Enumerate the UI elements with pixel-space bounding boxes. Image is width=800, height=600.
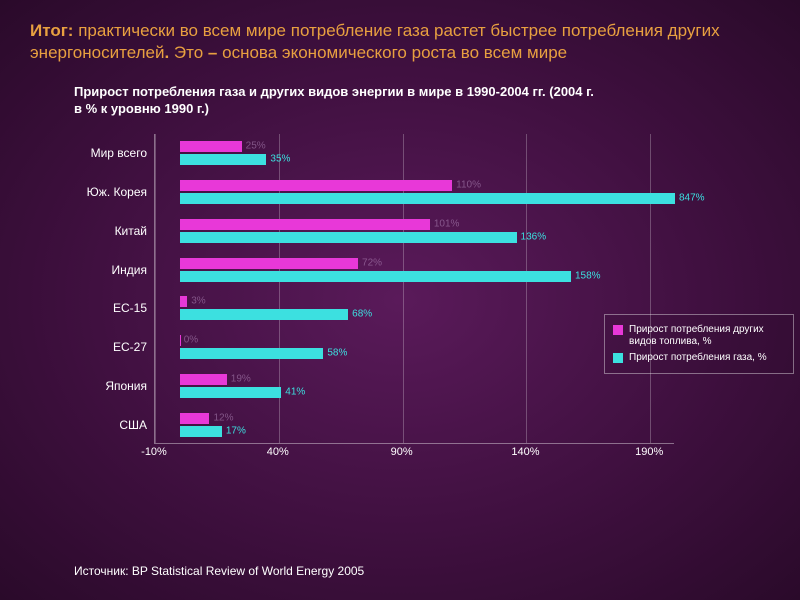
bar bbox=[180, 413, 210, 424]
legend-swatch bbox=[613, 353, 623, 363]
bar-value-label: 101% bbox=[434, 218, 460, 229]
y-axis-label: США bbox=[75, 418, 147, 432]
bar-value-label: 12% bbox=[213, 412, 233, 423]
bar bbox=[180, 154, 267, 165]
legend-swatch bbox=[613, 325, 623, 335]
category-group: Юж. Корея110%847% bbox=[155, 174, 675, 210]
y-axis-label: Китай bbox=[75, 224, 147, 238]
category-group: Китай101%136% bbox=[155, 213, 675, 249]
bar bbox=[180, 141, 242, 152]
bar-value-label: 158% bbox=[575, 270, 601, 281]
x-axis-tick: 40% bbox=[267, 446, 289, 458]
legend-label: Прирост потребления других видов топлива… bbox=[629, 324, 785, 349]
bar-value-label: 847% bbox=[679, 193, 705, 204]
x-axis-tick: 90% bbox=[391, 446, 413, 458]
bar bbox=[180, 309, 348, 320]
x-axis-tick: 190% bbox=[635, 446, 663, 458]
plot-area: Мир всего25%35%Юж. Корея110%847%Китай101… bbox=[154, 134, 674, 444]
chart-subtitle: Прирост потребления газа и других видов … bbox=[74, 84, 594, 118]
legend-item: Прирост потребления других видов топлива… bbox=[613, 324, 785, 349]
category-group: ЕС-270%58% bbox=[155, 329, 675, 365]
bar bbox=[180, 219, 430, 230]
bar bbox=[180, 193, 675, 204]
bar-value-label: 17% bbox=[226, 425, 246, 436]
category-group: Индия72%158% bbox=[155, 252, 675, 288]
bar-value-label: 35% bbox=[270, 154, 290, 165]
bar bbox=[180, 271, 571, 282]
bar bbox=[180, 335, 181, 346]
y-axis-label: Япония bbox=[75, 379, 147, 393]
y-axis-label: Юж. Корея bbox=[75, 185, 147, 199]
bar-value-label: 0% bbox=[184, 335, 198, 346]
bar bbox=[180, 374, 227, 385]
bar-value-label: 136% bbox=[521, 231, 547, 242]
y-axis-label: Индия bbox=[75, 263, 147, 277]
slide-title: Итог: практически во всем мире потреблен… bbox=[30, 20, 770, 64]
bar bbox=[180, 426, 222, 437]
x-axis-tick: -10% bbox=[141, 446, 167, 458]
title-prefix: Итог bbox=[30, 21, 68, 40]
y-axis-label: ЕС-27 bbox=[75, 340, 147, 354]
bar bbox=[180, 232, 517, 243]
bar-value-label: 58% bbox=[327, 348, 347, 359]
bar-value-label: 68% bbox=[352, 309, 372, 320]
legend-item: Прирост потребления газа, % bbox=[613, 352, 785, 365]
legend-label: Прирост потребления газа, % bbox=[629, 352, 767, 365]
bar-value-label: 19% bbox=[231, 373, 251, 384]
source-citation: Источник: BP Statistical Review of World… bbox=[74, 564, 364, 578]
category-group: Мир всего25%35% bbox=[155, 135, 675, 171]
category-group: ЕС-153%68% bbox=[155, 290, 675, 326]
x-axis-tick: 140% bbox=[511, 446, 539, 458]
bar bbox=[180, 258, 358, 269]
bar-value-label: 72% bbox=[362, 257, 382, 268]
y-axis-label: ЕС-15 bbox=[75, 301, 147, 315]
bar-value-label: 41% bbox=[285, 386, 305, 397]
bar-value-label: 110% bbox=[456, 180, 481, 191]
bar bbox=[180, 180, 452, 191]
chart: Мир всего25%35%Юж. Корея110%847%Китай101… bbox=[74, 134, 754, 444]
bar bbox=[180, 296, 187, 307]
x-axis: -10%40%90%140%190% bbox=[154, 446, 674, 464]
category-group: Япония19%41% bbox=[155, 368, 675, 404]
bar-value-label: 3% bbox=[191, 296, 205, 307]
legend: Прирост потребления других видов топлива… bbox=[604, 314, 794, 375]
bar bbox=[180, 387, 282, 398]
y-axis-label: Мир всего bbox=[75, 146, 147, 160]
bar-value-label: 25% bbox=[246, 141, 266, 152]
category-group: США12%17% bbox=[155, 407, 675, 443]
bar bbox=[180, 348, 324, 359]
title-body-2: основа экономического роста во всем мире bbox=[222, 43, 567, 62]
